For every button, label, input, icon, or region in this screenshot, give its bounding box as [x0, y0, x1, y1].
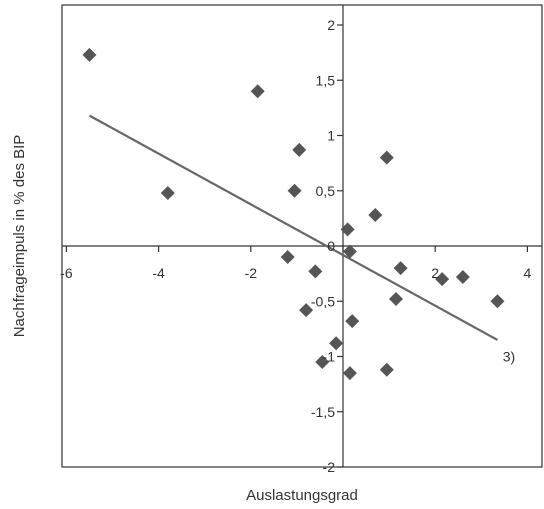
data-point	[82, 47, 97, 62]
y-tick-label: -0,5	[311, 293, 335, 309]
data-point	[379, 150, 394, 165]
y-tick-label: -1	[323, 349, 336, 365]
y-tick-label: -2	[323, 459, 336, 475]
x-tick-label: -6	[60, 265, 73, 281]
x-tick-label: 2	[431, 265, 439, 281]
plot-frame	[61, 4, 543, 468]
y-tick-label: 0,5	[316, 183, 336, 199]
data-point	[250, 84, 265, 99]
x-axis-title: Auslastungsgrad	[246, 487, 358, 504]
annotation-label: 3)	[503, 349, 515, 365]
data-point	[287, 183, 302, 198]
data-point	[292, 142, 307, 157]
data-point	[368, 208, 383, 223]
data-point	[160, 185, 175, 200]
data-point	[393, 261, 408, 276]
tick-labels: -6 -4 -2 2 4 2 1,5 1 0,5 -0,5 -1 -1,5 -2 0 3)	[60, 17, 531, 475]
data-point	[389, 292, 404, 307]
data-point	[315, 355, 330, 370]
axes	[62, 5, 542, 468]
x-tick-label: 4	[524, 265, 532, 281]
data-point	[342, 244, 357, 259]
data-point	[342, 366, 357, 381]
data-point	[280, 250, 295, 265]
data-point	[340, 222, 355, 237]
data-point	[299, 303, 314, 318]
y-tick-label: -1,5	[311, 404, 335, 420]
y-tick-label: 1	[327, 128, 335, 144]
data-point	[490, 294, 505, 309]
data-point	[329, 336, 344, 351]
data-point	[308, 264, 323, 279]
origin-label: 0	[327, 238, 335, 254]
x-tick-label: -4	[152, 265, 165, 281]
y-tick-label: 2	[327, 17, 335, 33]
x-tick-label: -2	[245, 265, 258, 281]
data-point	[455, 269, 470, 284]
data-points	[82, 47, 505, 381]
data-point	[435, 272, 450, 287]
data-point	[345, 314, 360, 329]
y-tick-label: 1,5	[316, 72, 336, 88]
y-axis-title: Nachfrageimpuls in % des BIP	[11, 135, 28, 338]
trend-line	[88, 114, 498, 341]
trend-line-layer	[88, 114, 498, 341]
data-point	[379, 362, 394, 377]
